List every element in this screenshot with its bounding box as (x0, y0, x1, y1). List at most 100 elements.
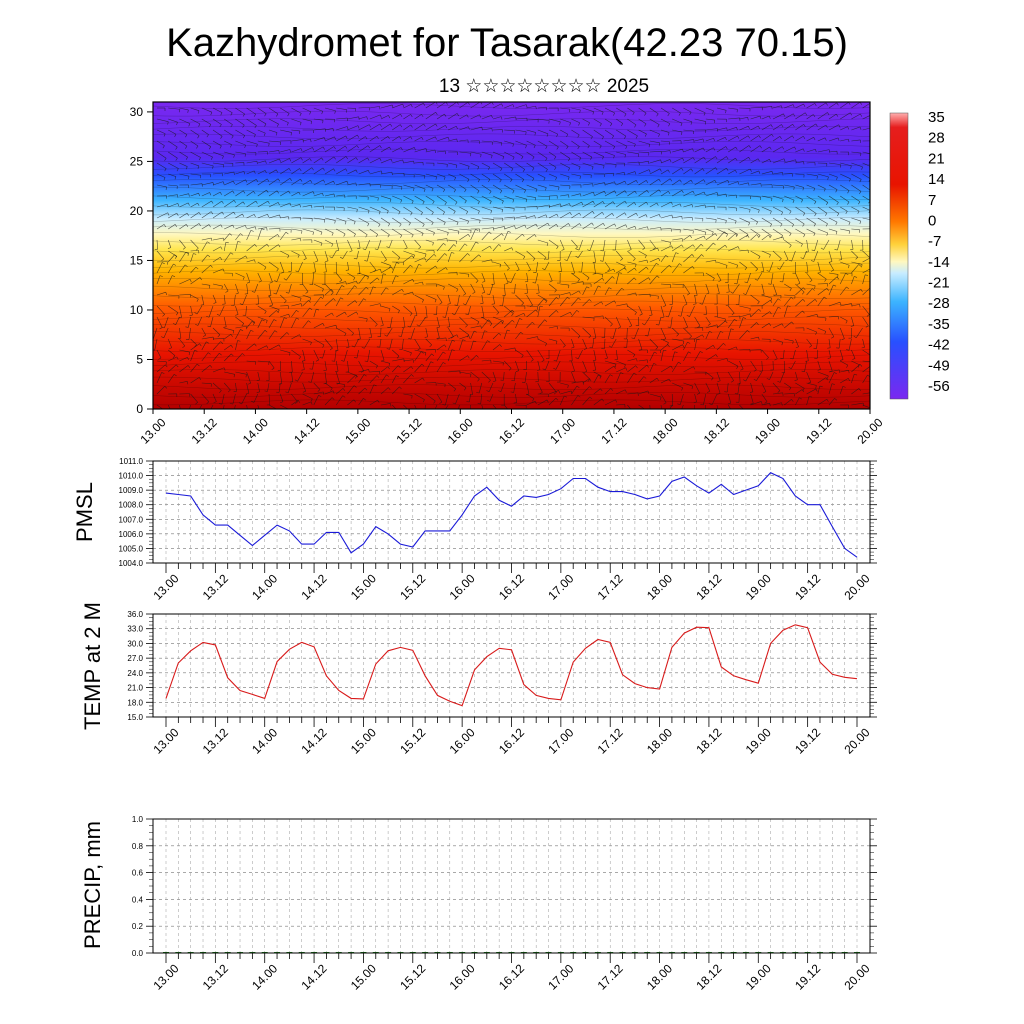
x-tick-label: 15.12 (394, 415, 425, 446)
colorbar-label: -14 (928, 254, 950, 271)
y-tick-label: 1008.0 (119, 501, 144, 510)
x-tick-label: 16.00 (445, 415, 476, 446)
x-tick-label: 17.12 (595, 571, 626, 602)
y-tick-label: 0.8 (132, 842, 144, 851)
y-tick-label: 15.0 (127, 713, 143, 722)
x-tick-label: 15.12 (397, 725, 428, 756)
precip-x-axis: 13.00 13.12 14.00 14.12 15.00 15.12 16.00 16.12… (150, 953, 873, 993)
x-tick-label: 13.00 (150, 961, 181, 992)
y-tick-label: 1006.0 (119, 530, 144, 539)
precip-y-axis: 0.0 0.2 0.4 0.6 0.8 1.0 (132, 815, 877, 958)
temp-line (165, 624, 858, 707)
temp-frame (152, 613, 871, 718)
x-tick-label: 15.00 (342, 415, 373, 446)
x-tick-label: 18.12 (693, 571, 724, 602)
colorbar-label: -56 (928, 378, 950, 395)
y-tick-label: 1009.0 (119, 486, 144, 495)
x-tick-label: 20.00 (841, 961, 872, 992)
x-tick-label: 15.12 (397, 961, 428, 992)
x-tick-label: 17.00 (547, 415, 578, 446)
y-tick-label: 0.0 (132, 949, 144, 958)
x-tick-label: 19.12 (792, 725, 823, 756)
y-tick-label: 30.0 (127, 639, 143, 648)
x-tick-label: 13.00 (137, 415, 168, 446)
x-tick-label: 20.00 (841, 725, 872, 756)
x-tick-label: 18.00 (644, 961, 675, 992)
x-tick-label: 19.00 (743, 725, 774, 756)
x-tick-label: 15.00 (348, 725, 379, 756)
x-tick-label: 13.00 (150, 725, 181, 756)
y-tick-label: 36.0 (127, 610, 143, 619)
x-tick-label: 14.00 (249, 571, 280, 602)
pmsl-x-axis: 13.00 13.12 14.00 14.12 15.00 15.12 16.00 16.12… (150, 563, 873, 603)
y-tick-label: 0.2 (132, 922, 144, 931)
y-tick-label: 20 (130, 204, 144, 218)
cross-section-x-axis: 13.00 13.12 14.00 14.12 15.00 15.12 16.00 16.12… (137, 409, 886, 447)
x-tick-label: 15.12 (397, 571, 428, 602)
colorbar-label: 7 (928, 192, 936, 209)
cross-section-field (153, 102, 870, 409)
x-tick-label: 18.12 (693, 961, 724, 992)
colorbar: 35 28 21 14 7 0 -7 -14 -21 -28 -35 -42 -49 -56 (889, 109, 950, 400)
y-tick-label: 0.6 (132, 869, 144, 878)
colorbar-label: -42 (928, 337, 950, 354)
x-tick-label: 17.12 (595, 725, 626, 756)
precip-panel: 0.0 0.2 0.4 0.6 0.8 1.0 13.00 13.12 14.00 14.12 1… (80, 815, 877, 993)
x-tick-label: 14.12 (291, 415, 322, 446)
x-tick-label: 16.00 (447, 725, 478, 756)
x-tick-label: 14.12 (299, 571, 330, 602)
colorbar-label: 21 (928, 150, 945, 167)
y-tick-label: 21.0 (127, 684, 143, 693)
y-tick-label: 33.0 (127, 625, 143, 634)
y-tick-label: 24.0 (127, 669, 143, 678)
x-tick-label: 14.00 (249, 725, 280, 756)
x-tick-label: 20.00 (854, 415, 885, 446)
y-tick-label: 0.4 (132, 895, 144, 904)
x-tick-label: 19.00 (752, 415, 783, 446)
x-tick-label: 16.12 (496, 725, 527, 756)
x-tick-label: 13.12 (200, 961, 231, 992)
temp-y-axis: 15.0 18.0 21.0 24.0 27.0 30.0 33.0 36.0 (127, 610, 877, 722)
x-tick-label: 18.00 (644, 725, 675, 756)
x-tick-label: 13.00 (150, 571, 181, 602)
x-tick-label: 16.12 (496, 415, 527, 446)
x-tick-label: 17.12 (595, 961, 626, 992)
wind-field (153, 102, 870, 409)
y-tick-label: 27.0 (127, 654, 143, 663)
x-tick-label: 19.12 (792, 571, 823, 602)
x-tick-label: 14.00 (249, 961, 280, 992)
y-tick-label: 0 (136, 402, 143, 416)
y-tick-label: 1005.0 (119, 544, 144, 553)
y-tick-label: 5 (136, 352, 143, 366)
pmsl-ylabel: PMSL (72, 482, 97, 542)
x-tick-label: 14.12 (299, 961, 330, 992)
y-tick-label: 1011.0 (119, 457, 143, 466)
x-tick-label: 19.00 (743, 571, 774, 602)
pmsl-y-axis: 1004.0 1005.0 1006.0 1007.0 1008.0 1009.0 1010… (119, 457, 877, 568)
x-tick-label: 13.12 (200, 725, 231, 756)
x-tick-label: 16.12 (496, 961, 527, 992)
x-tick-label: 16.12 (496, 571, 527, 602)
temp-panel: 15.018.021.024.027.030.033.036.0 13.00 13… (80, 602, 877, 757)
y-tick-label: 1004.0 (119, 559, 144, 568)
x-tick-label: 15.00 (348, 571, 379, 602)
y-tick-label: 1007.0 (119, 515, 144, 524)
x-tick-label: 19.00 (743, 961, 774, 992)
y-tick-label: 1.0 (132, 815, 144, 824)
y-tick-label: 15 (130, 253, 144, 267)
x-tick-label: 17.00 (545, 571, 576, 602)
x-tick-label: 18.12 (701, 415, 732, 446)
x-tick-label: 13.12 (200, 571, 231, 602)
colorbar-label: -49 (928, 357, 950, 374)
temp-x-axis: 13.00 13.12 14.00 14.12 15.00 15.12 16.00 16.12… (150, 717, 873, 757)
pmsl-line (165, 472, 858, 558)
x-tick-label: 15.00 (348, 961, 379, 992)
temp-ylabel: TEMP at 2 M (80, 602, 105, 730)
colorbar-label: -28 (928, 295, 950, 312)
y-tick-label: 30 (130, 105, 144, 119)
x-tick-label: 18.00 (650, 415, 681, 446)
colorbar-labels: 35 28 21 14 7 0 -7 -14 -21 -28 -35 -42 -49 -56 (928, 109, 950, 395)
colorbar-label: 14 (928, 171, 945, 188)
pmsl-panel: 1004.0 1005.0 1006.0 1007.0 1008.0 1009.0 1010… (72, 457, 877, 603)
